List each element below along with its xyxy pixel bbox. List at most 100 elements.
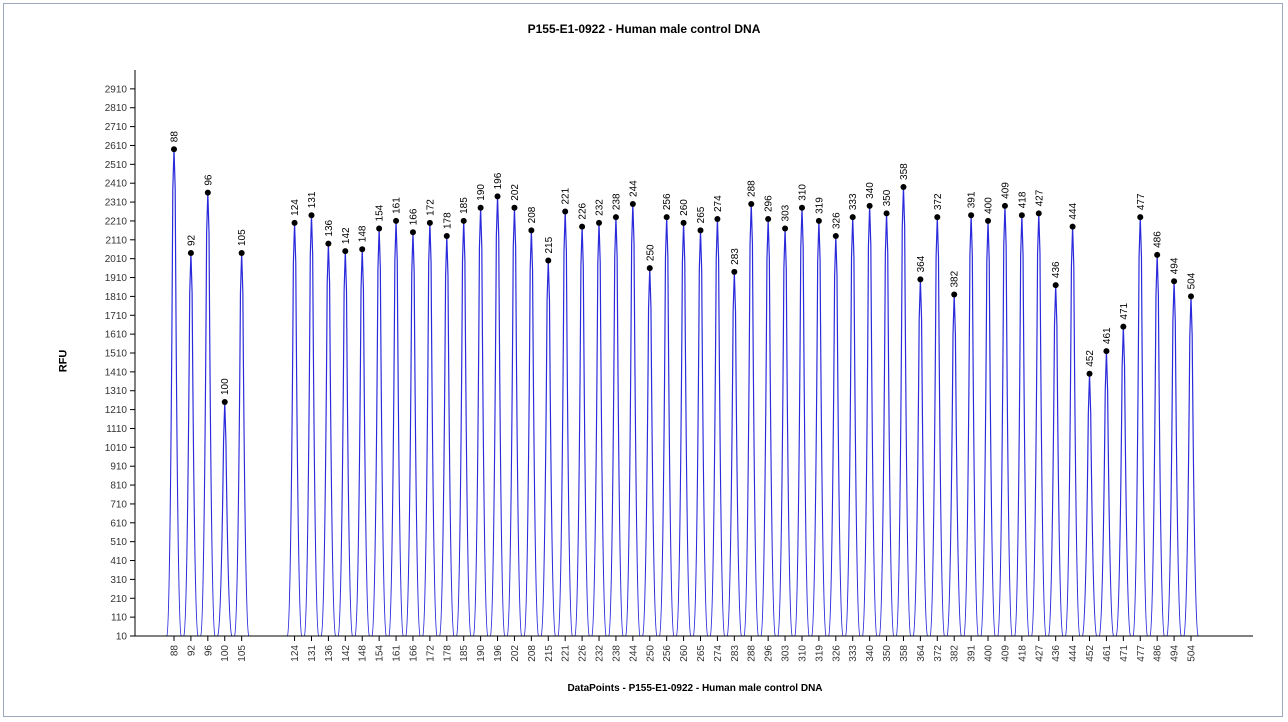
y-tick-label: 10: [116, 632, 128, 643]
y-tick-label: 1910: [105, 273, 128, 284]
peak-label: 494: [1170, 257, 1181, 274]
y-tick-label: 410: [110, 556, 127, 567]
peak-marker[interactable]: [1086, 370, 1093, 377]
peak-marker[interactable]: [308, 212, 315, 219]
peak-marker[interactable]: [951, 291, 958, 298]
x-tick-label: 409: [1000, 645, 1011, 662]
peak-marker[interactable]: [342, 248, 349, 255]
peak-marker[interactable]: [325, 240, 332, 247]
peak-marker[interactable]: [815, 217, 822, 224]
peak-marker[interactable]: [1188, 293, 1194, 300]
peak-marker[interactable]: [883, 210, 890, 217]
peak-label: 142: [341, 227, 352, 244]
x-tick-label: 221: [561, 645, 572, 662]
peak-marker[interactable]: [1154, 251, 1161, 258]
peak-marker[interactable]: [934, 214, 941, 221]
peak-marker[interactable]: [1001, 202, 1008, 209]
peak-marker[interactable]: [1069, 223, 1076, 230]
x-tick-label: 256: [662, 645, 673, 662]
x-tick-label: 382: [950, 645, 961, 662]
x-tick-label: 226: [578, 645, 589, 662]
peak-marker[interactable]: [187, 250, 194, 257]
peak-marker[interactable]: [731, 268, 738, 275]
y-tick-label: 2710: [105, 122, 128, 133]
x-tick-label: 274: [713, 645, 724, 662]
peak-marker[interactable]: [646, 265, 653, 272]
peak-marker[interactable]: [765, 216, 772, 223]
x-tick-label: 244: [628, 645, 639, 662]
peak-marker[interactable]: [376, 225, 383, 232]
y-tick-label: 2410: [105, 179, 128, 190]
peak-marker[interactable]: [393, 217, 400, 224]
peak-marker[interactable]: [596, 219, 603, 226]
peak-marker[interactable]: [917, 276, 924, 283]
peak-marker[interactable]: [697, 227, 704, 234]
x-tick-label: 250: [645, 645, 656, 662]
peak-marker[interactable]: [221, 399, 228, 406]
peak-marker[interactable]: [985, 217, 992, 224]
peak-marker[interactable]: [1171, 278, 1178, 285]
y-tick-label: 1110: [106, 424, 127, 435]
peak-label: 92: [186, 234, 197, 246]
y-tick-label: 1810: [105, 292, 128, 303]
peak-marker[interactable]: [866, 202, 873, 209]
x-tick-label: 461: [1102, 645, 1113, 662]
peak-marker[interactable]: [798, 204, 805, 211]
y-tick-label: 2010: [105, 254, 128, 265]
peak-label: 256: [662, 193, 673, 210]
peak-marker[interactable]: [1120, 323, 1127, 330]
peak-marker[interactable]: [1052, 282, 1059, 289]
x-tick-label: 100: [220, 645, 231, 662]
peak-marker[interactable]: [171, 146, 177, 153]
peak-marker[interactable]: [291, 219, 298, 226]
peak-marker[interactable]: [409, 229, 416, 236]
x-tick-label: 452: [1085, 645, 1096, 662]
x-tick-label: 178: [442, 645, 453, 662]
x-tick-label: 333: [848, 645, 859, 662]
x-tick-label: 319: [814, 645, 825, 662]
peak-marker[interactable]: [1035, 210, 1042, 217]
y-tick-label: 1710: [105, 311, 128, 322]
y-tick-label: 1610: [105, 330, 128, 341]
chart-title: P155-E1-0922 - Human male control DNA: [527, 22, 761, 36]
x-tick-label: 296: [764, 645, 775, 662]
peak-marker[interactable]: [849, 214, 856, 221]
peak-marker[interactable]: [680, 219, 687, 226]
peak-marker[interactable]: [562, 208, 569, 215]
peak-marker[interactable]: [612, 214, 619, 221]
x-tick-label: 196: [493, 645, 504, 662]
peak-marker[interactable]: [238, 250, 245, 257]
peak-label: 382: [950, 270, 961, 287]
peak-label: 471: [1119, 302, 1130, 319]
peak-marker[interactable]: [494, 193, 501, 200]
peak-marker[interactable]: [528, 227, 535, 234]
peak-marker[interactable]: [579, 223, 586, 230]
peak-label: 452: [1085, 350, 1096, 367]
peak-label: 418: [1017, 191, 1028, 208]
peak-marker[interactable]: [714, 216, 721, 223]
peak-marker[interactable]: [1018, 212, 1025, 219]
peak-label: 265: [696, 206, 707, 223]
peak-marker[interactable]: [204, 189, 211, 196]
y-tick-label: 1210: [105, 405, 128, 416]
x-tick-label: 172: [425, 645, 436, 662]
peak-marker[interactable]: [359, 246, 366, 253]
peak-marker[interactable]: [782, 225, 789, 232]
peak-marker[interactable]: [968, 212, 975, 219]
peak-label: 326: [831, 212, 842, 229]
peak-marker[interactable]: [1137, 214, 1144, 221]
peak-marker[interactable]: [1103, 348, 1110, 355]
peak-marker[interactable]: [629, 200, 636, 207]
peak-marker[interactable]: [748, 200, 755, 207]
peak-marker[interactable]: [900, 183, 907, 190]
peak-marker[interactable]: [545, 257, 552, 264]
peak-marker[interactable]: [663, 214, 670, 221]
peak-marker[interactable]: [477, 204, 484, 211]
x-tick-label: 148: [358, 645, 369, 662]
peak-marker[interactable]: [460, 217, 467, 224]
peak-label: 166: [408, 208, 419, 225]
peak-marker[interactable]: [511, 204, 518, 211]
peak-marker[interactable]: [832, 233, 839, 240]
peak-marker[interactable]: [426, 219, 433, 226]
peak-marker[interactable]: [443, 233, 450, 240]
